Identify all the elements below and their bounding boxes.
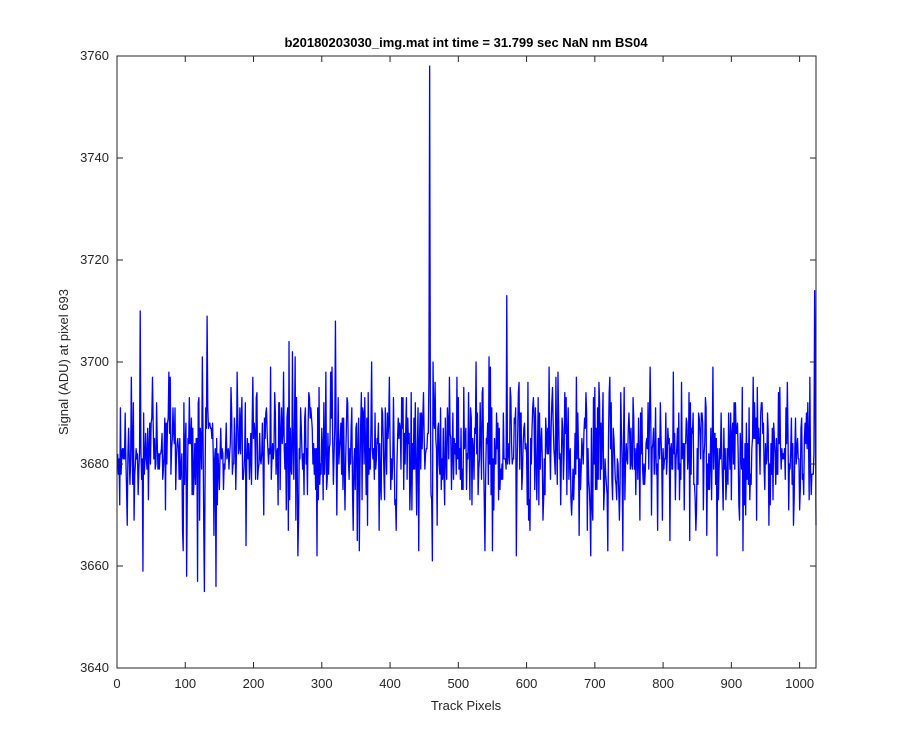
x-tick-label: 200 — [243, 676, 265, 691]
y-tick-label: 3740 — [80, 150, 109, 165]
y-tick-label: 3680 — [80, 456, 109, 471]
x-tick-label: 400 — [379, 676, 401, 691]
x-tick-label: 0 — [113, 676, 120, 691]
x-tick-label: 100 — [174, 676, 196, 691]
y-axis-label: Signal (ADU) at pixel 693 — [56, 289, 71, 435]
x-tick-label: 800 — [652, 676, 674, 691]
y-tick-label: 3640 — [80, 660, 109, 675]
ticks-layer: 0 100 200 300 400 500 600 700 800 900 1000 3640 3660… — [80, 48, 816, 691]
x-tick-label: 500 — [447, 676, 469, 691]
x-tick-label: 1000 — [785, 676, 814, 691]
chart-title: b20180203030_img.mat int time = 31.799 s… — [284, 35, 648, 50]
series-layer — [117, 65, 817, 593]
plot-area-background — [117, 56, 816, 668]
y-tick-label: 3700 — [80, 354, 109, 369]
y-tick-label: 3660 — [80, 558, 109, 573]
series-line — [117, 65, 817, 593]
x-tick-label: 600 — [516, 676, 538, 691]
x-tick-label: 700 — [584, 676, 606, 691]
y-tick-label: 3720 — [80, 252, 109, 267]
x-axis-label: Track Pixels — [431, 698, 502, 713]
x-tick-label: 300 — [311, 676, 333, 691]
x-tick-label: 900 — [721, 676, 743, 691]
y-tick-label: 3760 — [80, 48, 109, 63]
